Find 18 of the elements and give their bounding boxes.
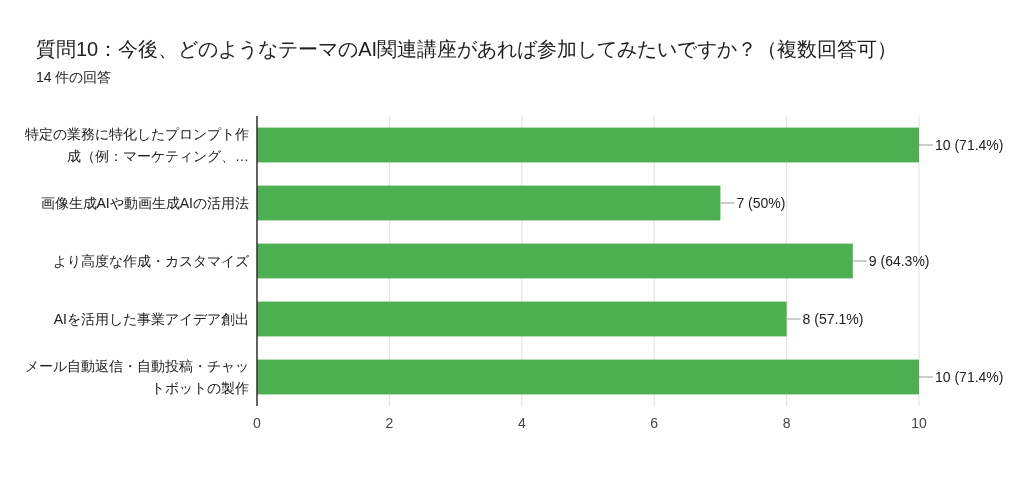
y-tick-label: AIを活用した事業アイデア創出 <box>53 311 249 327</box>
y-tick-label: メール自動返信・自動投稿・チャットボットの製作 <box>25 358 249 396</box>
data-label: 10 (71.4%) <box>935 369 1004 385</box>
x-tick-label: 8 <box>782 415 791 431</box>
y-tick-label: 特定の業務に特化したプロンプト作成（例：マーケティング、… <box>25 126 249 164</box>
data-label: 8 (57.1%) <box>802 311 864 327</box>
data-label: 10 (71.4%) <box>935 137 1004 153</box>
data-label: 7 (50%) <box>736 195 786 211</box>
x-tick-label: 10 <box>911 415 927 431</box>
x-tick-label: 2 <box>385 415 394 431</box>
data-label: 9 (64.3%) <box>868 253 930 269</box>
y-tick-label: より高度な作成・カスタマイズ <box>53 253 250 269</box>
subtitle: 14 件の回答 <box>36 69 112 85</box>
y-tick-label: 画像生成AIや動画生成AIの活用法 <box>40 195 249 211</box>
title: 質問10：今後、どのようなテーマのAI関連講座があれば参加してみたいですか？（複数回答可） <box>36 38 898 60</box>
x-tick-label: 6 <box>650 415 659 431</box>
x-tick-label: 0 <box>253 415 262 431</box>
x-tick-label: 4 <box>517 415 526 431</box>
